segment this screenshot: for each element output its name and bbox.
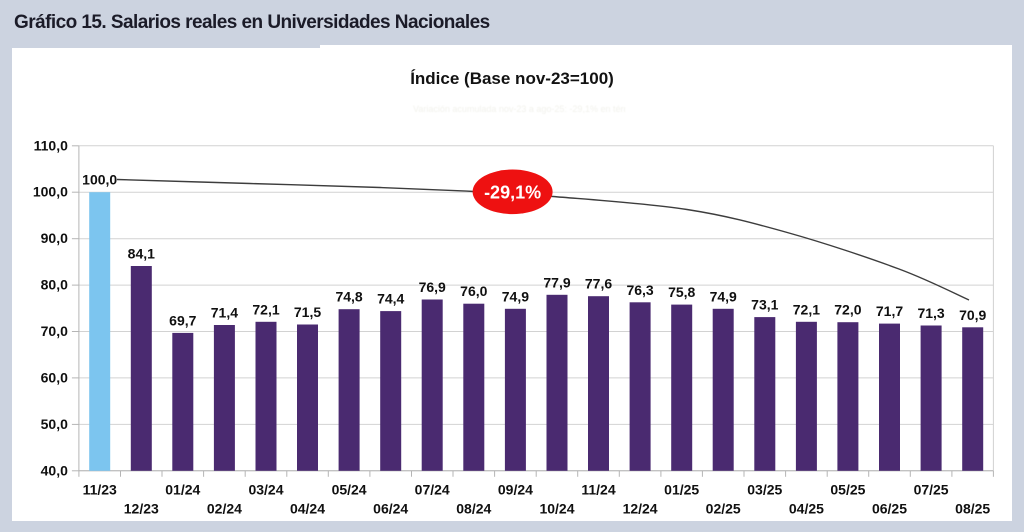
svg-text:74,9: 74,9: [710, 288, 737, 304]
svg-text:01/24: 01/24: [165, 482, 200, 498]
svg-text:74,4: 74,4: [377, 291, 404, 307]
svg-text:11/24: 11/24: [581, 482, 615, 498]
svg-text:60,0: 60,0: [41, 369, 68, 385]
svg-text:77,9: 77,9: [543, 274, 570, 290]
svg-text:74,8: 74,8: [335, 289, 362, 305]
svg-text:72,1: 72,1: [252, 301, 279, 317]
svg-text:74,9: 74,9: [502, 288, 529, 304]
svg-text:04/25: 04/25: [789, 501, 824, 517]
svg-text:71,3: 71,3: [917, 305, 944, 321]
svg-text:69,7: 69,7: [169, 312, 196, 328]
svg-text:01/25: 01/25: [664, 482, 699, 498]
svg-text:03/25: 03/25: [747, 482, 782, 498]
svg-text:06/25: 06/25: [872, 501, 907, 517]
svg-text:40,0: 40,0: [41, 462, 68, 478]
svg-text:05/24: 05/24: [332, 482, 367, 498]
svg-text:72,1: 72,1: [793, 301, 820, 317]
svg-text:73,1: 73,1: [751, 297, 778, 313]
svg-text:-29,1%: -29,1%: [484, 183, 541, 203]
svg-text:71,7: 71,7: [876, 303, 903, 319]
svg-text:84,1: 84,1: [128, 246, 155, 262]
svg-text:11/23: 11/23: [83, 482, 117, 498]
svg-text:08/25: 08/25: [955, 501, 990, 517]
svg-text:90,0: 90,0: [41, 230, 68, 246]
svg-text:100,0: 100,0: [82, 172, 117, 188]
svg-text:04/24: 04/24: [290, 501, 325, 517]
svg-text:06/24: 06/24: [373, 501, 408, 517]
svg-text:100,0: 100,0: [33, 184, 68, 200]
svg-text:76,0: 76,0: [460, 283, 487, 299]
svg-text:75,8: 75,8: [668, 284, 695, 300]
svg-text:80,0: 80,0: [41, 277, 68, 293]
svg-text:02/25: 02/25: [706, 501, 741, 517]
svg-text:76,9: 76,9: [419, 279, 446, 295]
svg-text:70,0: 70,0: [41, 323, 68, 339]
svg-text:12/23: 12/23: [124, 501, 159, 517]
svg-text:03/24: 03/24: [248, 482, 283, 498]
svg-text:08/24: 08/24: [456, 501, 491, 517]
svg-text:12/24: 12/24: [623, 501, 658, 517]
svg-text:05/25: 05/25: [830, 482, 865, 498]
svg-text:76,3: 76,3: [626, 282, 653, 298]
svg-text:71,5: 71,5: [294, 304, 321, 320]
svg-text:71,4: 71,4: [211, 305, 238, 321]
svg-text:110,0: 110,0: [34, 137, 68, 153]
svg-text:02/24: 02/24: [207, 501, 242, 517]
svg-text:70,9: 70,9: [959, 307, 986, 323]
svg-text:50,0: 50,0: [41, 416, 68, 432]
svg-text:07/24: 07/24: [415, 482, 450, 498]
svg-text:77,6: 77,6: [585, 276, 612, 292]
svg-text:10/24: 10/24: [539, 501, 574, 517]
svg-text:07/25: 07/25: [914, 482, 949, 498]
svg-text:72,0: 72,0: [834, 302, 861, 318]
svg-text:09/24: 09/24: [498, 482, 533, 498]
